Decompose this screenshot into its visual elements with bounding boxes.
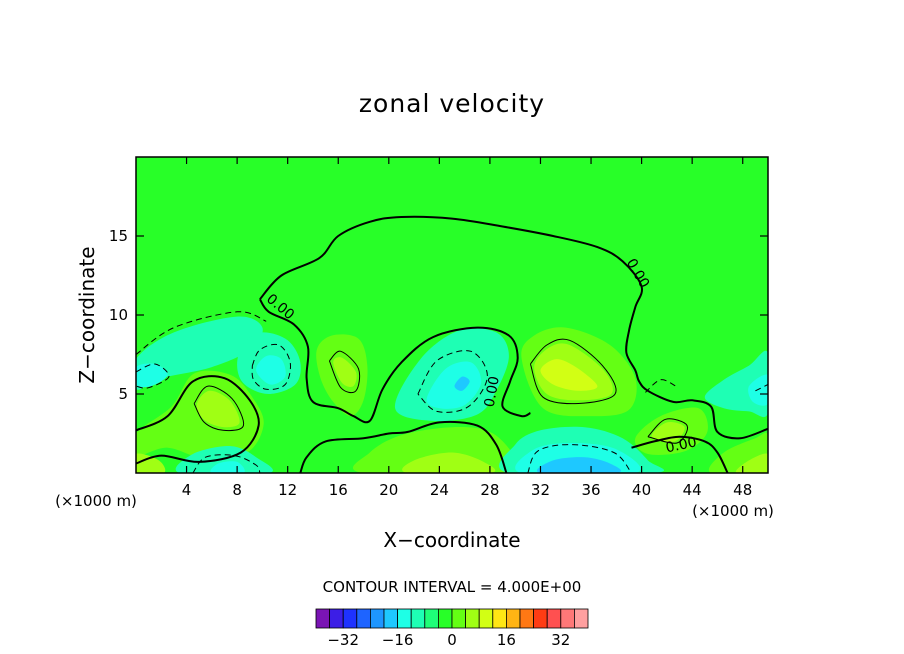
negative-contour-line (417, 350, 488, 413)
negative-contour-line (645, 379, 676, 393)
colorbar-swatch (437, 608, 453, 629)
contour-lines (136, 215, 768, 473)
x-unit-right: (×1000 m) (692, 502, 774, 520)
x-tick-label: 16 (329, 481, 348, 499)
x-tick-label: 12 (278, 481, 297, 499)
colorbar-swatch (546, 608, 562, 629)
colorbar-swatch (505, 608, 521, 629)
negative-contour-line (192, 454, 261, 473)
colorbar-swatch (519, 608, 535, 629)
colorbar-tick-label: −16 (382, 631, 414, 649)
colorbar-swatch (383, 608, 399, 629)
region-left-mid-negative (136, 316, 263, 390)
region-bottom-center-positive (353, 427, 527, 473)
colorbar-swatch (329, 608, 344, 629)
zero-contour-line (136, 375, 260, 465)
colorbar-swatch (451, 608, 467, 629)
x-tick-label: 8 (232, 481, 242, 499)
contour-label: 0.00 (482, 375, 503, 408)
region-corner-left-positive (136, 453, 166, 473)
region-right-bottom-core (735, 453, 768, 473)
x-tick-label: 20 (379, 481, 398, 499)
colorbar-swatch (533, 608, 548, 629)
colorbar (315, 608, 589, 629)
x-tick-label: 44 (683, 481, 702, 499)
x-tick-label: 36 (581, 481, 600, 499)
colorbar-swatch (369, 608, 385, 629)
colorbar-tick-label: 16 (497, 631, 516, 649)
x-tick-label: 24 (430, 481, 449, 499)
colorbar-swatch (356, 608, 371, 629)
region-left-mid-core (136, 363, 168, 388)
x-tick-label: 48 (733, 481, 752, 499)
colorbar-swatch (574, 608, 589, 629)
colorbar-tick-label: 0 (447, 631, 457, 649)
y-tick-label: 5 (118, 385, 128, 403)
colorbar-swatch (478, 608, 494, 629)
x-axis-label: X−coordinate (383, 528, 520, 552)
y-axis-ticks: 5 10 15 (109, 227, 768, 403)
colorbar-swatch (397, 608, 412, 629)
x-tick-label: 40 (632, 481, 651, 499)
colorbar-tick-labels: −32 −16 0 16 32 (327, 631, 570, 649)
x-unit-left: (×1000 m) (55, 492, 137, 510)
contour-interval-text: CONTOUR INTERVAL = 4.000E+00 (323, 578, 582, 596)
y-tick-label: 10 (109, 306, 128, 324)
colorbar-swatch (492, 608, 507, 629)
colorbar-tick-label: −32 (327, 631, 359, 649)
contour-label: 0.00 (664, 434, 698, 456)
colorbar-swatch (465, 608, 480, 629)
region-left-bottom-core (210, 461, 245, 473)
x-tick-label: 4 (182, 481, 192, 499)
colorbar-swatch (410, 608, 426, 629)
colorbar-swatch (560, 608, 575, 629)
negative-contour-line (136, 363, 170, 389)
positive-contour-line (193, 385, 245, 432)
x-tick-label: 28 (480, 481, 499, 499)
zero-contour-line (259, 298, 531, 424)
region-bottom-center-core (402, 452, 496, 473)
colorbar-tick-label: 32 (551, 631, 570, 649)
y-tick-label: 15 (109, 227, 128, 245)
filled-regions (136, 316, 768, 473)
region-blob-x16-core (333, 357, 357, 387)
region-right-edge-core (748, 374, 768, 406)
negative-contour-line (136, 311, 267, 355)
region-left-low-positive (136, 370, 264, 459)
region-bottom-right-core2 (536, 457, 621, 473)
negative-contour-line (527, 444, 632, 473)
chart-title: zonal velocity (359, 89, 545, 118)
zero-contour-line (299, 420, 508, 473)
region-right-mid-core2 (540, 359, 598, 391)
region-center-core (426, 361, 482, 409)
region-blob-x9-core (256, 355, 286, 385)
colorbar-swatch (424, 608, 439, 629)
y-axis-label: Z−coordinate (75, 246, 99, 383)
plot-area: 0.000.000.000.00 (135, 156, 769, 474)
positive-contour-line (647, 418, 688, 444)
zero-contour-line (631, 435, 729, 473)
x-axis-ticks: 4 8 12 16 20 24 28 32 36 40 44 48 (182, 157, 752, 499)
zero-contour-line (259, 215, 768, 440)
colorbar-swatch (315, 608, 331, 629)
region-left-low-core (196, 390, 240, 428)
negative-contour-line (251, 343, 291, 391)
region-center-core2 (454, 376, 470, 391)
colorbar-swatch (342, 608, 358, 629)
x-tick-label: 32 (531, 481, 550, 499)
positive-contour-line (529, 338, 617, 405)
positive-contour-line (328, 350, 361, 394)
